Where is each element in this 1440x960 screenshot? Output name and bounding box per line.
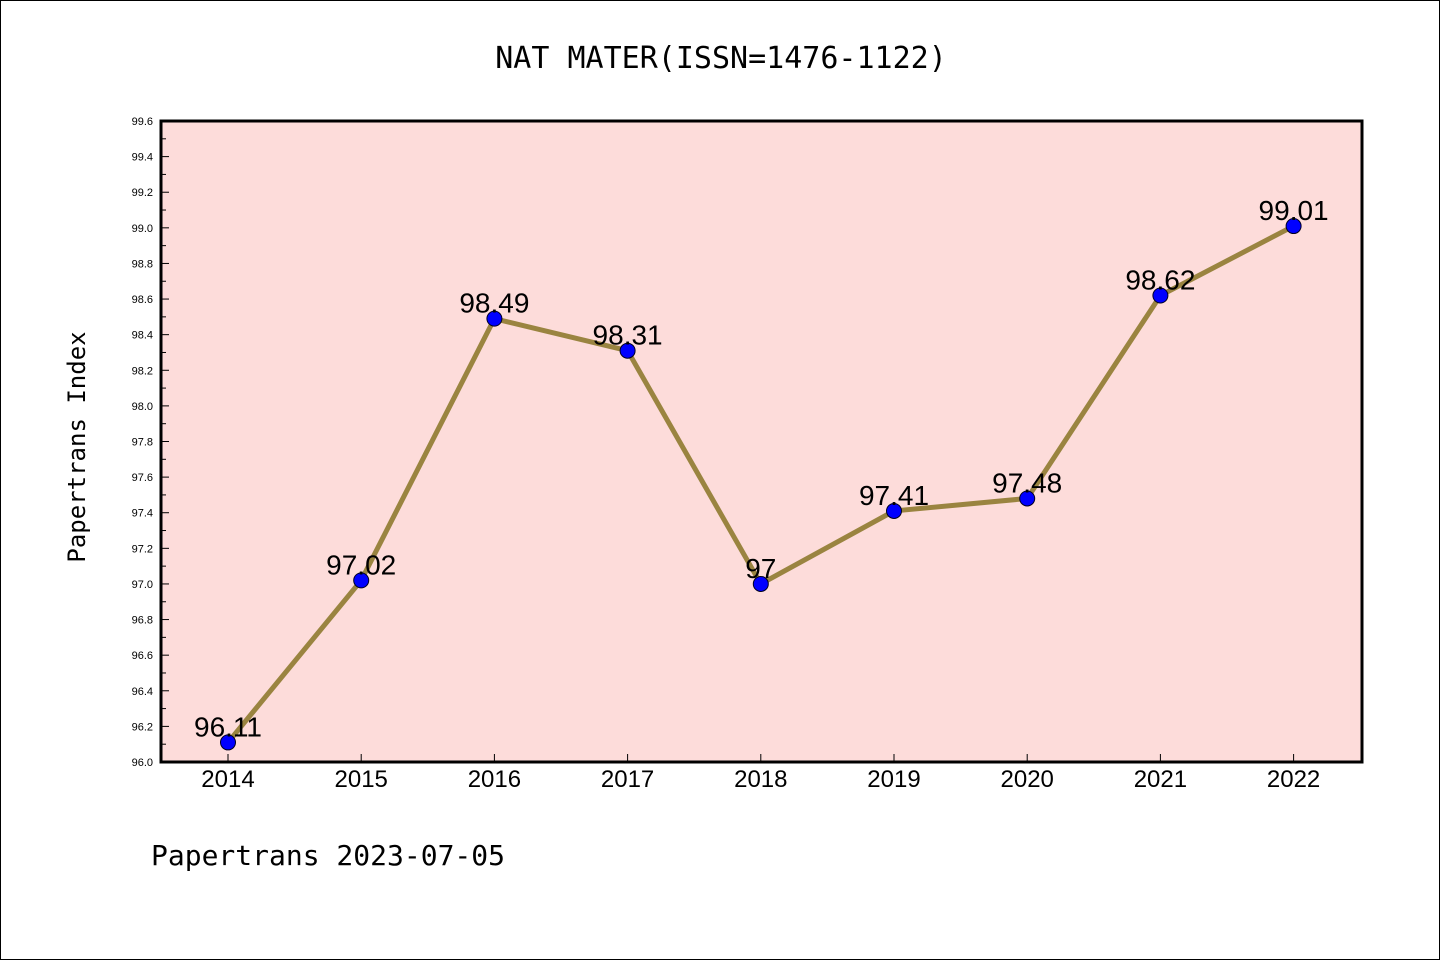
data-point-marker — [220, 734, 236, 751]
data-point-marker — [1285, 218, 1302, 235]
x-tick-label: 2018 — [734, 766, 787, 793]
y-tick-label: 99.6 — [132, 116, 153, 128]
data-point-label: 97.48 — [992, 467, 1062, 498]
y-tick-label: 98.8 — [132, 258, 153, 270]
x-tick-label: 2019 — [867, 766, 920, 793]
data-point-label: 98.62 — [1125, 264, 1195, 295]
y-tick-label: 99.2 — [132, 187, 153, 199]
chart-title: NAT MATER(ISSN=1476-1122) — [495, 41, 947, 76]
x-tick-label: 2017 — [601, 766, 654, 793]
y-tick-label: 99.0 — [132, 223, 153, 235]
data-point-marker — [1019, 490, 1036, 507]
data-point-label: 99.01 — [1259, 195, 1329, 226]
y-axis-label: Papertrans Index — [63, 331, 91, 562]
data-point-label: 96.11 — [194, 711, 262, 742]
data-point-marker — [752, 575, 769, 592]
y-tick-label: 96.6 — [132, 650, 153, 662]
footer-note: Papertrans 2023-07-05 — [151, 839, 505, 872]
x-axis: 2014 2015 2016 2017 2018 2019 2020 2021 2022 — [201, 754, 1320, 793]
data-point-label: 98.31 — [593, 320, 663, 351]
plot-area — [159, 119, 1364, 764]
x-tick-label: 2016 — [468, 766, 521, 793]
y-tick-label: 98.4 — [132, 330, 153, 342]
data-point-marker — [486, 310, 503, 327]
y-tick-label: 96.4 — [132, 686, 153, 698]
y-tick-label: 96.0 — [132, 757, 153, 769]
data-point-marker — [619, 342, 636, 359]
x-tick-label: 2022 — [1267, 766, 1320, 793]
data-point-label: 98.49 — [459, 288, 529, 319]
data-point-marker — [886, 502, 902, 519]
y-tick-label: 97.6 — [132, 472, 153, 484]
y-tick-label: 97.8 — [132, 437, 153, 449]
y-tick-label: 96.8 — [132, 615, 153, 627]
data-point-marker — [353, 572, 370, 589]
data-point-label: 97.41 — [859, 480, 929, 511]
y-tick-label: 98.2 — [132, 365, 153, 377]
y-tick-label: 99.4 — [132, 152, 153, 164]
y-tick-label: 97.4 — [132, 508, 153, 520]
x-tick-label: 2014 — [201, 766, 254, 793]
y-tick-label: 97.2 — [132, 543, 153, 555]
data-point-label: 97 — [745, 553, 776, 584]
y-tick-label: 97.0 — [132, 579, 153, 591]
x-tick-label: 2021 — [1134, 766, 1187, 793]
data-point-label: 97.02 — [326, 549, 396, 580]
x-tick-label: 2020 — [1001, 766, 1054, 793]
data-point-marker — [1152, 287, 1169, 304]
data-labels: 96.11 97.02 98.49 98.31 97 97.41 97.48 98.62 99.… — [194, 195, 1329, 742]
y-axis: 96.0 96.2 96.4 96.6 96.8 97.0 97.2 97.4 97.6 97.8… — [132, 116, 169, 769]
y-tick-label: 98.6 — [132, 294, 153, 306]
y-tick-label: 98.0 — [132, 401, 153, 413]
data-markers — [220, 218, 1302, 751]
y-tick-label: 96.2 — [132, 721, 153, 733]
x-tick-label: 2015 — [335, 766, 388, 793]
